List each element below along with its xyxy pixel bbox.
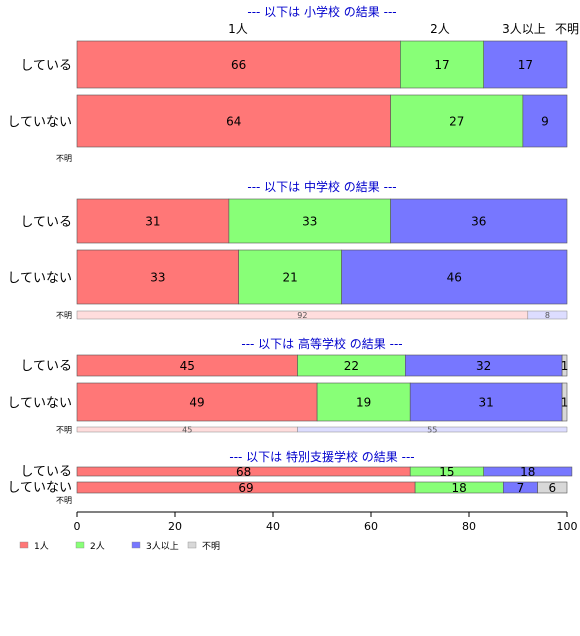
category-label: している	[20, 58, 72, 73]
panel-title: --- 以下は 小学校 の結果 ---	[247, 4, 396, 19]
value-label: 15	[439, 465, 454, 479]
bar-segment	[483, 40, 568, 89]
bar-segment	[341, 249, 568, 305]
bar-segment	[400, 40, 484, 89]
na-row-label: 不明	[56, 154, 72, 163]
bar-segment	[76, 249, 239, 305]
bar-segment	[76, 382, 318, 422]
value-label: 32	[476, 359, 491, 373]
value-label: 36	[471, 215, 486, 229]
category-label: していない	[7, 481, 72, 496]
x-tick-label: 100	[557, 520, 578, 533]
bar-segment	[409, 382, 563, 422]
value-label: 31	[479, 396, 494, 410]
panel-title: --- 以下は 特別支援学校 の結果 ---	[229, 449, 414, 464]
value-label: 68	[236, 465, 251, 479]
value-label: 9	[541, 115, 549, 129]
legend-label: 3人以上	[146, 541, 179, 552]
value-label: 45	[180, 359, 195, 373]
value-label: 21	[283, 271, 298, 285]
value-label: 1	[561, 359, 569, 373]
na-bar-segment	[527, 310, 568, 320]
category-label: している	[20, 359, 72, 374]
panel-title: --- 以下は 高等学校 の結果 ---	[241, 336, 402, 351]
legend-swatch	[19, 541, 29, 549]
category-label: していない	[7, 271, 72, 286]
bar-segment	[390, 198, 568, 244]
value-label: 18	[452, 481, 467, 495]
bar-segment	[537, 481, 568, 494]
bar-segment	[76, 94, 391, 148]
legend-swatch	[75, 541, 85, 549]
bar-segment	[316, 382, 411, 422]
bar-segment	[483, 466, 573, 477]
legend-label: 不明	[202, 541, 220, 552]
category-label: している	[20, 215, 72, 230]
na-value-label: 8	[545, 311, 550, 320]
bar-segment	[561, 382, 568, 422]
value-label: 33	[302, 215, 317, 229]
legend-label: 2人	[90, 541, 105, 552]
category-label: していない	[7, 115, 72, 130]
value-label: 22	[344, 359, 359, 373]
x-tick-label: 0	[74, 520, 81, 533]
category-label: していない	[7, 396, 72, 411]
value-label: 69	[238, 481, 253, 495]
value-label: 18	[520, 465, 535, 479]
column-header-1: 1人	[228, 22, 248, 36]
column-header-2: 2人	[430, 22, 450, 36]
value-label: 66	[231, 58, 246, 72]
x-tick-label: 40	[266, 520, 280, 533]
value-label: 49	[189, 396, 204, 410]
column-header-4: 不明	[555, 22, 579, 36]
x-tick-label: 20	[168, 520, 182, 533]
bar-segment	[390, 94, 524, 148]
na-value-label: 55	[427, 426, 437, 435]
bar-segment	[76, 198, 230, 244]
value-label: 27	[449, 115, 464, 129]
column-header-3: 3人以上	[502, 22, 546, 36]
legend-label: 1人	[34, 541, 49, 552]
na-row-label: 不明	[56, 311, 72, 320]
value-label: 1	[561, 396, 569, 410]
value-label: 17	[518, 58, 533, 72]
value-label: 17	[434, 58, 449, 72]
legend-swatch	[131, 541, 141, 549]
x-tick-label: 80	[462, 520, 476, 533]
value-label: 7	[517, 481, 525, 495]
na-value-label: 92	[297, 311, 307, 320]
value-label: 46	[447, 271, 462, 285]
panel-title: --- 以下は 中学校 の結果 ---	[247, 179, 396, 194]
value-label: 64	[226, 115, 241, 129]
na-row-label: 不明	[56, 496, 72, 505]
na-row-label: 不明	[56, 426, 72, 435]
value-label: 19	[356, 396, 371, 410]
category-label: している	[20, 465, 72, 480]
value-label: 33	[150, 271, 165, 285]
na-bar-segment	[297, 426, 568, 433]
legend-swatch	[187, 541, 197, 549]
value-label: 6	[548, 481, 556, 495]
bar-segment	[561, 354, 568, 377]
bar-segment	[228, 198, 391, 244]
x-tick-label: 60	[364, 520, 378, 533]
bar-segment	[522, 94, 568, 148]
bar-segment	[76, 40, 401, 89]
value-label: 31	[145, 215, 160, 229]
na-value-label: 45	[182, 426, 192, 435]
